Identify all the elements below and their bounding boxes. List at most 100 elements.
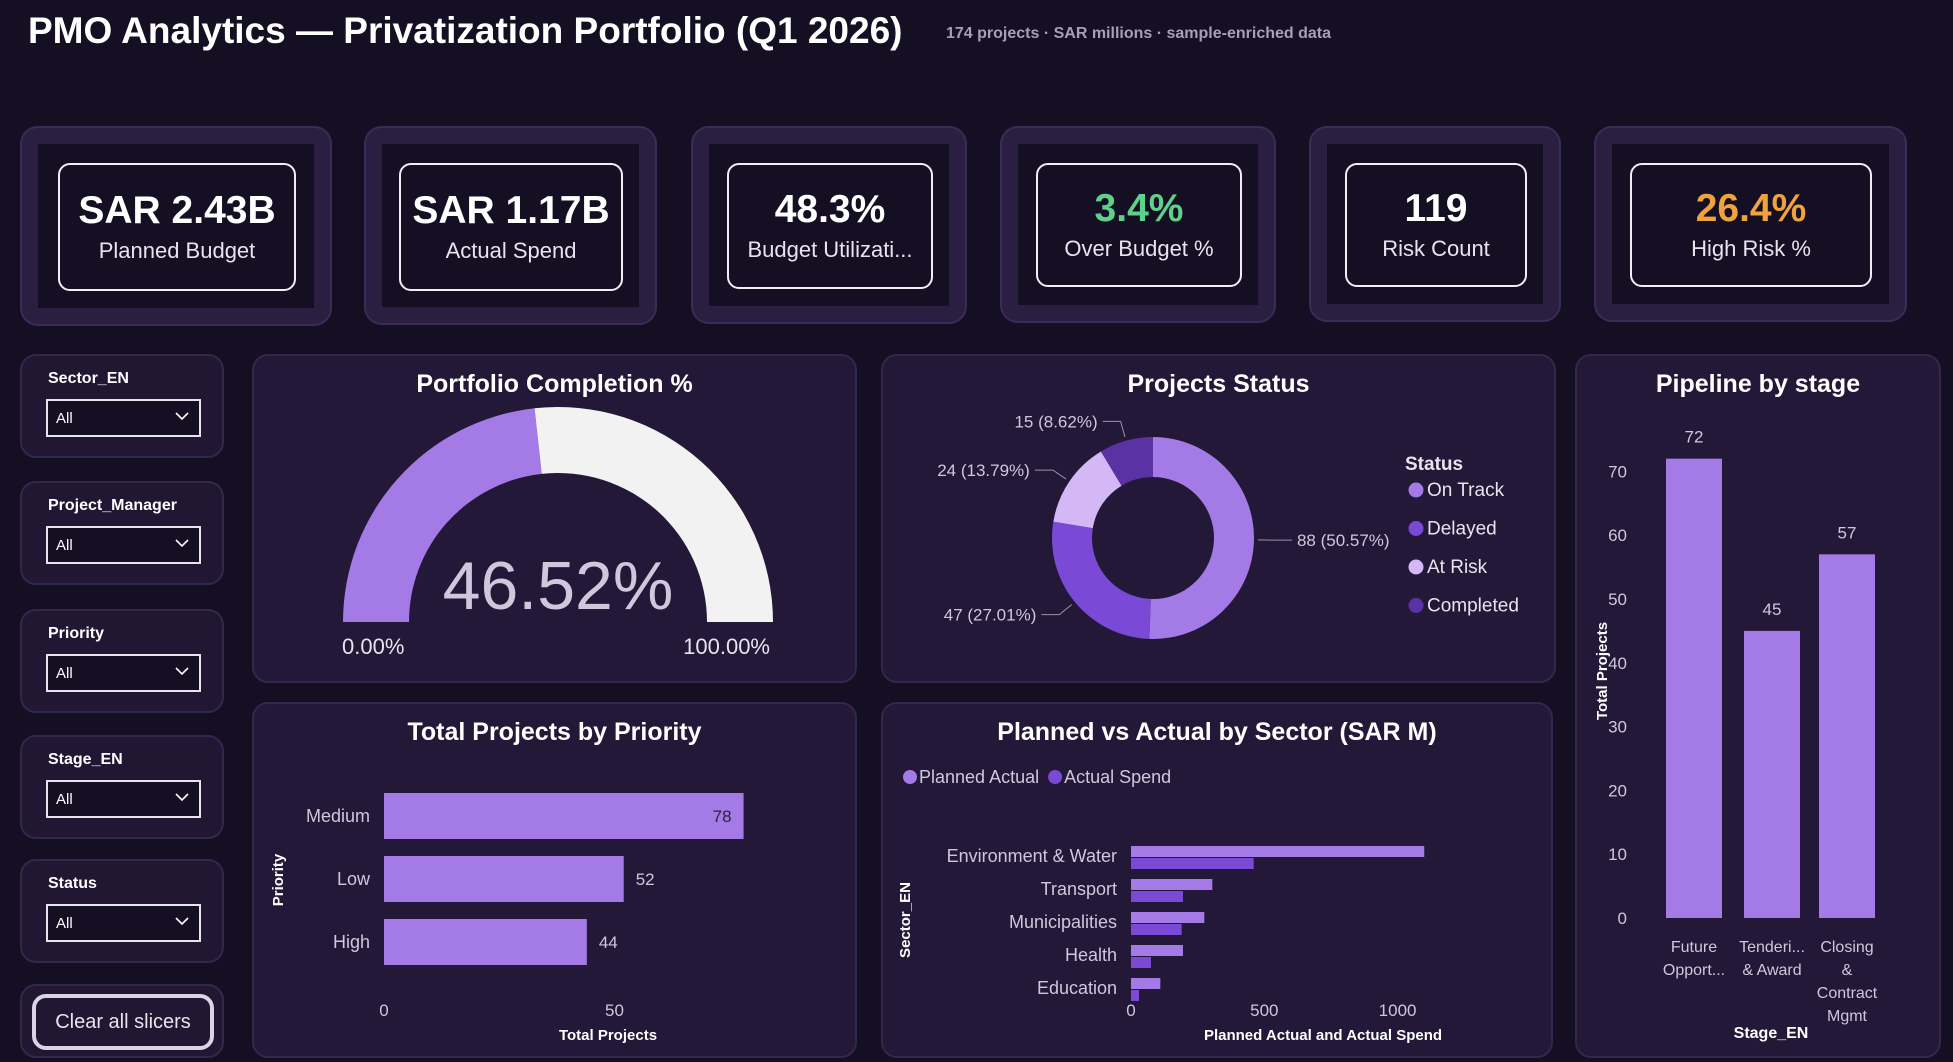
- donut-slice-on-track[interactable]: [1149, 437, 1255, 639]
- y-tick-label: Medium: [306, 806, 370, 826]
- x-tick-label: 1000: [1379, 1001, 1417, 1020]
- kpi-card-high-risk: 26.4% High Risk %: [1594, 126, 1907, 322]
- legend-item-completed[interactable]: Completed: [1427, 596, 1519, 617]
- kpi-card-budget-utilization: 48.3% Budget Utilizati...: [691, 126, 967, 324]
- sector-bar-chart: Planned Actual Actual Spend Environment & …: [897, 767, 1442, 1044]
- legend-marker: [1408, 482, 1424, 498]
- status-dropdown[interactable]: All: [46, 904, 201, 942]
- legend-marker: [1408, 559, 1424, 575]
- x-tick-label: Future: [1671, 939, 1717, 956]
- sector-bar[interactable]: [1131, 891, 1183, 902]
- bar-data-label: 57: [1838, 523, 1857, 542]
- sector-bar[interactable]: [1131, 846, 1425, 857]
- gauge-min-label: 0.00%: [342, 634, 404, 659]
- y-axis-title: Total Projects: [1594, 622, 1611, 720]
- sector-bar[interactable]: [1131, 924, 1182, 935]
- donut-slice-completed[interactable]: [1100, 437, 1153, 486]
- slicer-sector: Sector_EN All: [20, 354, 224, 458]
- dropdown-value: All: [56, 915, 73, 932]
- donut-leader-line: [1034, 469, 1067, 480]
- y-tick-label: 60: [1608, 526, 1627, 545]
- kpi-label: Over Budget %: [1064, 236, 1214, 262]
- pipeline-bar[interactable]: [1819, 554, 1875, 918]
- y-tick-label: 30: [1608, 718, 1627, 737]
- sector-bar[interactable]: [1131, 978, 1161, 989]
- x-tick-label: 500: [1250, 1001, 1278, 1020]
- kpi-value: SAR 2.43B: [78, 188, 276, 232]
- donut-data-label: 24 (13.79%): [937, 461, 1030, 480]
- donut-slice-at-risk[interactable]: [1053, 451, 1122, 529]
- bar-data-label: 44: [599, 933, 618, 952]
- slicer-label: Stage_EN: [48, 751, 123, 768]
- x-tick-label: &: [1842, 962, 1853, 979]
- x-axis-title: Stage_EN: [1734, 1025, 1809, 1042]
- y-tick-label: 0: [1618, 909, 1627, 928]
- priority-bar[interactable]: [384, 919, 587, 965]
- sector-dropdown[interactable]: All: [46, 399, 201, 437]
- priority-dropdown[interactable]: All: [46, 654, 201, 692]
- donut-data-label: 15 (8.62%): [1014, 412, 1097, 431]
- legend-item-on-track[interactable]: On Track: [1427, 480, 1505, 501]
- page-title: PMO Analytics — Privatization Portfolio …: [28, 10, 903, 51]
- dropdown-value: All: [56, 665, 73, 682]
- priority-bar[interactable]: [384, 793, 744, 839]
- legend-item-delayed[interactable]: Delayed: [1427, 519, 1497, 540]
- legend-item[interactable]: Planned Actual: [919, 767, 1039, 787]
- y-tick-label: 20: [1608, 781, 1627, 800]
- x-tick-label: & Award: [1742, 962, 1801, 979]
- chevron-down-icon: [175, 412, 189, 421]
- clear-all-slicers-button[interactable]: Clear all slicers: [32, 994, 214, 1050]
- chevron-down-icon: [175, 539, 189, 548]
- dropdown-value: All: [56, 537, 73, 554]
- kpi-label: Risk Count: [1382, 236, 1490, 262]
- chart-title: Pipeline by stage: [1655, 370, 1861, 398]
- kpi-value: 119: [1404, 186, 1468, 230]
- y-tick-label: 40: [1608, 654, 1627, 673]
- slicer-priority: Priority All: [20, 609, 224, 713]
- slicer-label: Project_Manager: [48, 497, 177, 514]
- kpi-value: 26.4%: [1695, 186, 1807, 230]
- pipeline-panel: Pipeline by stage 0 10 20 30 40 50 60 70 Total P…: [1575, 354, 1941, 1058]
- bar-data-label: 52: [636, 870, 655, 889]
- y-tick-label: Health: [1065, 945, 1117, 965]
- legend-item-at-risk[interactable]: At Risk: [1427, 557, 1488, 578]
- legend-item[interactable]: Actual Spend: [1064, 767, 1171, 787]
- chart-title: Portfolio Completion %: [416, 370, 693, 398]
- project-manager-dropdown[interactable]: All: [46, 526, 201, 564]
- gauge-remaining-arc: [534, 407, 773, 622]
- chevron-down-icon: [175, 917, 189, 926]
- y-tick-label: Transport: [1041, 879, 1117, 899]
- y-tick-label: 50: [1608, 590, 1627, 609]
- slicer-label: Sector_EN: [48, 370, 129, 387]
- kpi-value: 48.3%: [774, 187, 886, 231]
- donut-chart: 88 (50.57%) 47 (27.01%) 24 (13.79%) 15 (8.6…: [937, 412, 1519, 639]
- legend-title: Status: [1405, 454, 1463, 475]
- sector-bar[interactable]: [1131, 945, 1183, 956]
- kpi-value: 3.4%: [1094, 186, 1184, 230]
- x-tick-label: Mgmt: [1827, 1008, 1868, 1025]
- chart-title: Planned vs Actual by Sector (SAR M): [997, 718, 1437, 746]
- sector-bar[interactable]: [1131, 879, 1213, 890]
- pipeline-bar[interactable]: [1666, 458, 1722, 918]
- sector-bar[interactable]: [1131, 912, 1205, 923]
- completion-gauge-panel: Portfolio Completion % 46.52% 0.00% 100.00…: [252, 354, 857, 683]
- donut-slice-delayed[interactable]: [1052, 521, 1151, 639]
- y-tick-label: 10: [1608, 845, 1627, 864]
- gauge-value-label: 46.52%: [443, 548, 674, 624]
- slicer-status: Status All: [20, 859, 224, 963]
- donut-leader-line: [1041, 604, 1073, 616]
- gauge-value-arc: [343, 408, 542, 622]
- stage-dropdown[interactable]: All: [46, 780, 201, 818]
- slicer-label: Priority: [48, 625, 105, 642]
- chart-title: Projects Status: [1127, 370, 1310, 398]
- legend-marker: [903, 770, 917, 784]
- pipeline-bar[interactable]: [1744, 630, 1800, 918]
- sector-bar[interactable]: [1131, 858, 1254, 869]
- x-tick-label: Contract: [1817, 985, 1878, 1002]
- sector-bar[interactable]: [1131, 957, 1151, 968]
- y-tick-label: High: [333, 932, 370, 952]
- sector-bar[interactable]: [1131, 990, 1139, 1001]
- slicer-stage: Stage_EN All: [20, 735, 224, 839]
- priority-bar[interactable]: [384, 856, 624, 902]
- legend-marker: [1048, 770, 1063, 784]
